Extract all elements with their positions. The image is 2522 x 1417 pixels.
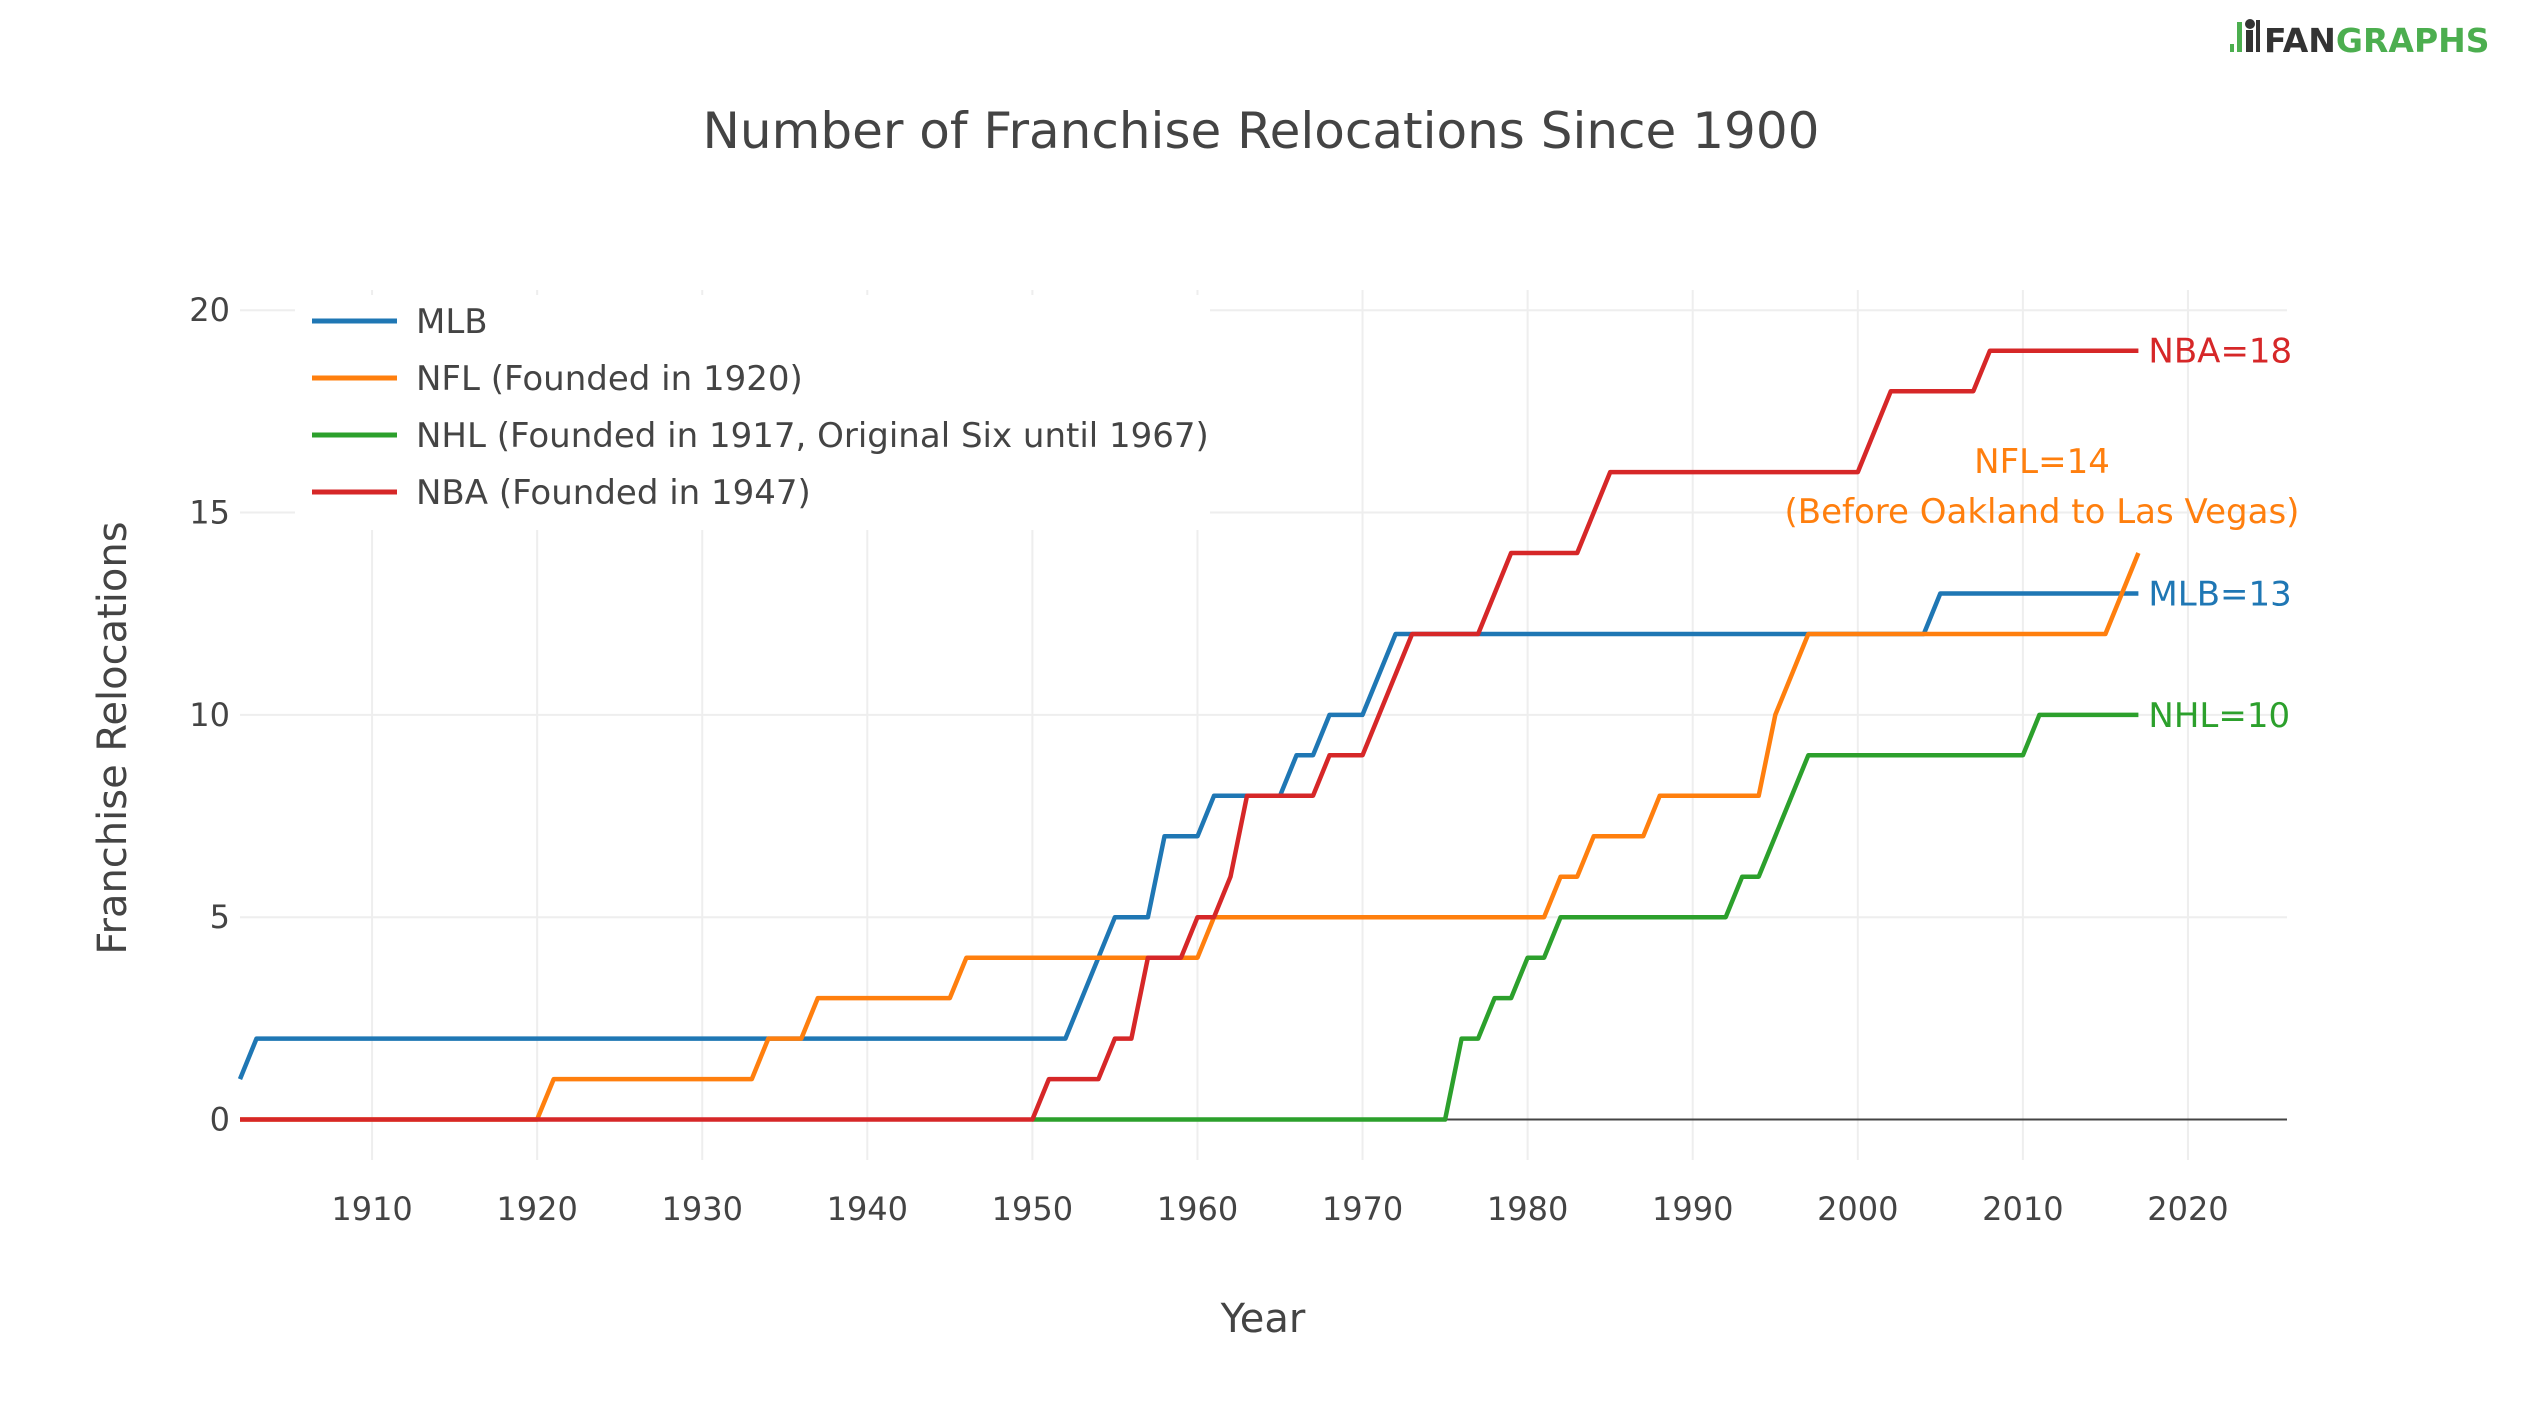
x-tick-label-2000: 2000 (1817, 1190, 1898, 1228)
svg-text:FANGRAPHS: FANGRAPHS (2264, 21, 2490, 60)
x-tick-label-1940: 1940 (827, 1190, 908, 1228)
logo-graphs: GRAPHS (2336, 21, 2490, 60)
fangraphs-logo: FANGRAPHS (2230, 19, 2490, 60)
x-tick-label-1950: 1950 (992, 1190, 1073, 1228)
x-axis-title: Year (1220, 1296, 1306, 1342)
y-tick-label-0: 0 (210, 1101, 230, 1139)
end-labels: MLB=13 NFL=14 (Before Oakland to Las Vegas… (1785, 332, 2300, 736)
end-label-mlb: MLB=13 (2148, 574, 2291, 614)
x-tick-label-2010: 2010 (1982, 1190, 2063, 1228)
batter-icon (2230, 19, 2260, 52)
legend: MLB NFL (Founded in 1920) NHL (Founded in … (295, 295, 1210, 530)
y-tick-label-15: 15 (189, 494, 230, 532)
legend-background (295, 295, 1210, 530)
y-tick-label-20: 20 (189, 291, 230, 329)
x-tick-label-1970: 1970 (1322, 1190, 1403, 1228)
x-tick-label-1990: 1990 (1652, 1190, 1733, 1228)
axis-ticks: 1910 1920 1930 1940 1950 1960 1970 1980 1990 2000… (189, 291, 2228, 1228)
series-line-mlb (237, 591, 2139, 1080)
x-tick-label-1920: 1920 (496, 1190, 577, 1228)
series-line-nhl (1032, 712, 2139, 1122)
x-tick-label-1910: 1910 (331, 1190, 412, 1228)
end-label-nfl: NFL=14 (1974, 442, 2110, 482)
x-tick-label-1980: 1980 (1487, 1190, 1568, 1228)
end-label-nba: NBA=18 (2148, 332, 2292, 372)
x-tick-label-1960: 1960 (1157, 1190, 1238, 1228)
legend-label-mlb: MLB (416, 302, 488, 342)
legend-label-nhl: NHL (Founded in 1917, Original Six until… (416, 416, 1209, 456)
y-axis-title: Franchise Relocations (90, 521, 136, 954)
logo-fan: FAN (2264, 21, 2336, 60)
chart-title: Number of Franchise Relocations Since 19… (703, 102, 1820, 160)
series-lines (237, 348, 2141, 1122)
y-tick-label-10: 10 (189, 696, 230, 734)
x-tick-label-1930: 1930 (662, 1190, 743, 1228)
series-line-nfl (240, 552, 2141, 1122)
series-line-nba (240, 348, 2139, 1122)
legend-label-nfl: NFL (Founded in 1920) (416, 359, 803, 399)
legend-label-nba: NBA (Founded in 1947) (416, 473, 811, 513)
end-label-note-nfl: (Before Oakland to Las Vegas) (1785, 492, 2300, 532)
end-label-nhl: NHL=10 (2148, 696, 2290, 736)
x-tick-label-2020: 2020 (2147, 1190, 2228, 1228)
y-tick-label-5: 5 (210, 898, 230, 936)
